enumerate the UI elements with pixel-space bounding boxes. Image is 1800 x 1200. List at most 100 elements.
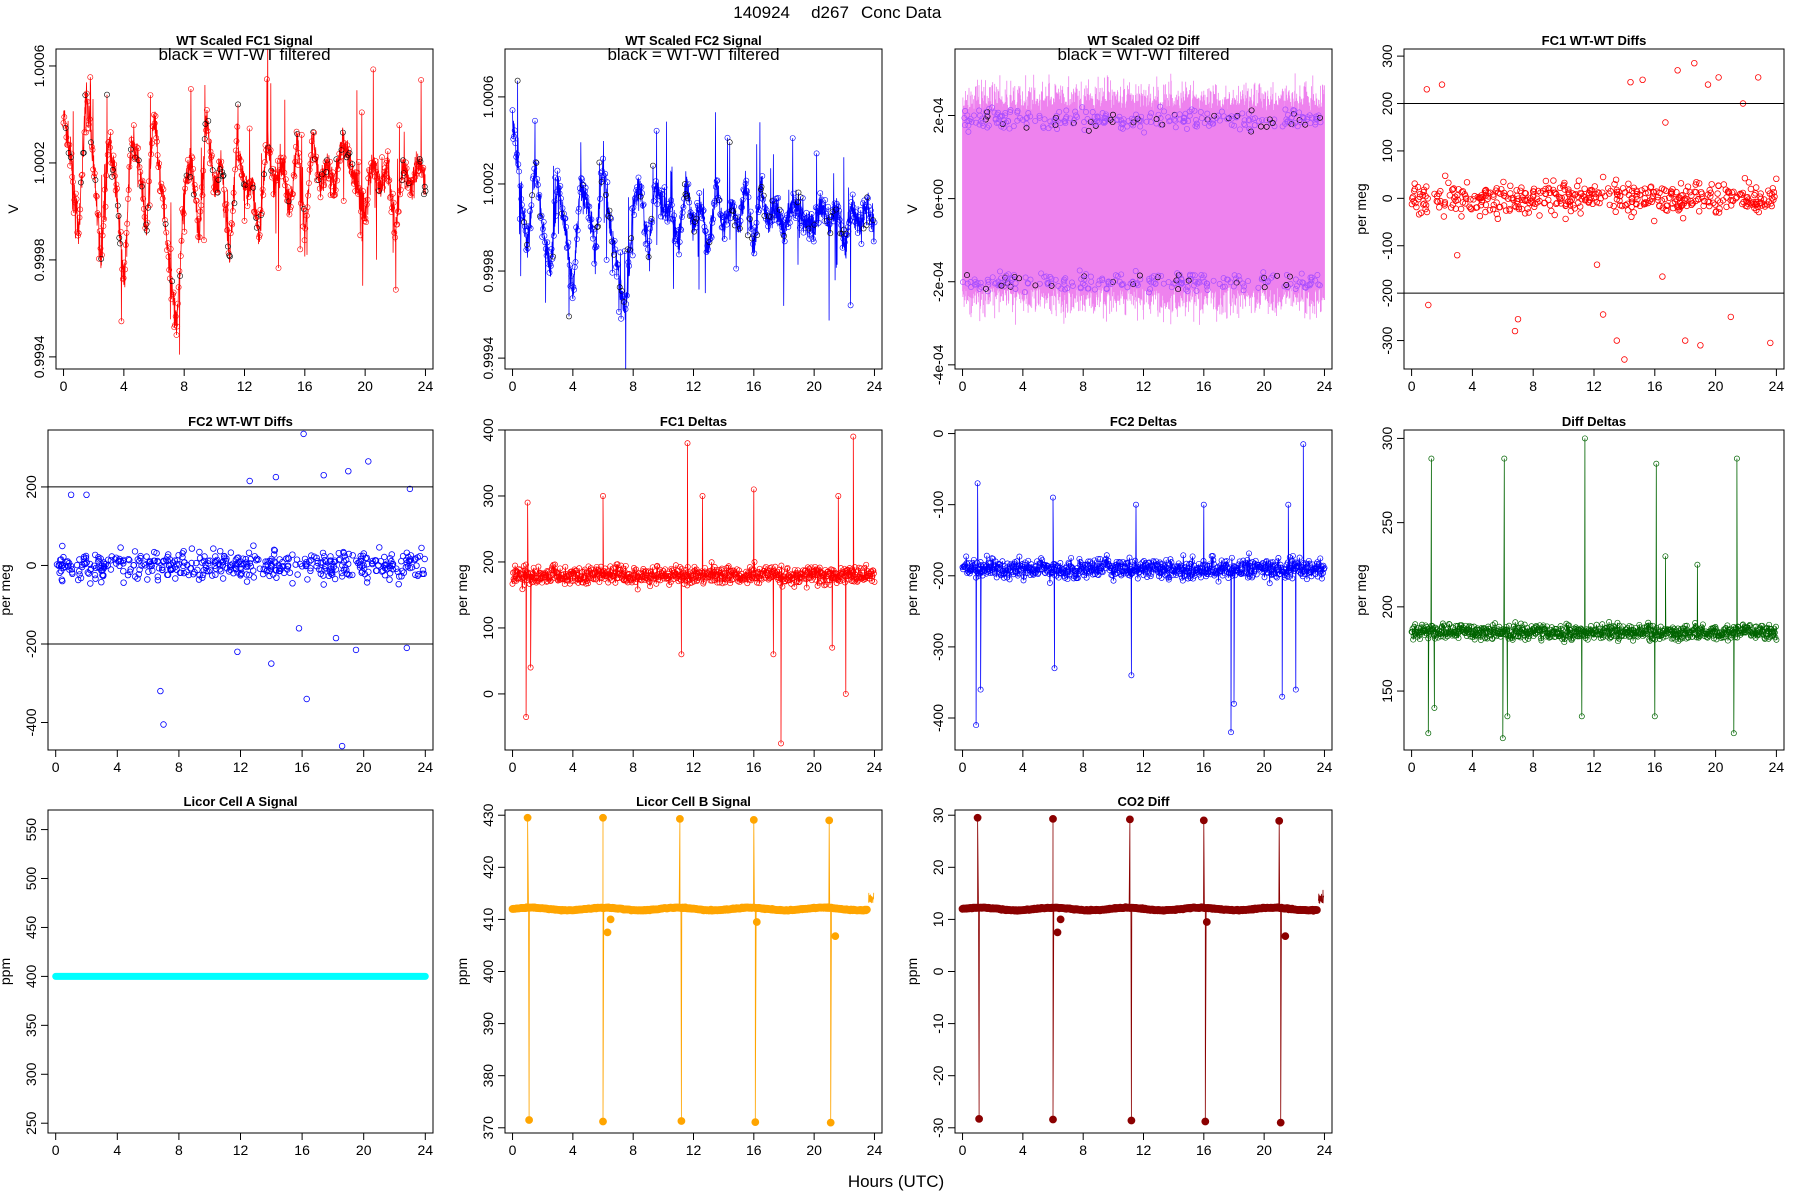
data-point bbox=[519, 201, 525, 208]
data-point bbox=[646, 238, 653, 245]
data-point bbox=[760, 196, 766, 203]
data-point bbox=[777, 572, 784, 579]
x-tick-label: 0 bbox=[52, 1142, 60, 1158]
data-point bbox=[182, 177, 189, 184]
data-point bbox=[1752, 198, 1760, 206]
data-point bbox=[992, 115, 999, 122]
data-point bbox=[113, 181, 120, 188]
data-point bbox=[78, 179, 84, 186]
data-point bbox=[1172, 112, 1178, 119]
data-point bbox=[234, 123, 241, 130]
data-point bbox=[1512, 619, 1519, 626]
data-point bbox=[171, 557, 179, 564]
data-point bbox=[177, 253, 184, 259]
data-point bbox=[520, 207, 527, 214]
data-point bbox=[1282, 120, 1289, 127]
data-point bbox=[1036, 112, 1043, 119]
data-point bbox=[651, 183, 658, 190]
data-point bbox=[1614, 619, 1621, 626]
data-point bbox=[1746, 622, 1753, 628]
data-point bbox=[292, 143, 299, 150]
data-point bbox=[357, 232, 364, 239]
data-point bbox=[1612, 208, 1619, 215]
data-point bbox=[326, 158, 333, 165]
data-point bbox=[395, 581, 402, 588]
data-point bbox=[402, 159, 409, 166]
data-point bbox=[143, 227, 150, 234]
data-point bbox=[1198, 115, 1205, 122]
data-point bbox=[72, 190, 79, 197]
data-point bbox=[733, 574, 740, 581]
data-point bbox=[240, 175, 246, 182]
data-point bbox=[1175, 286, 1182, 293]
data-point bbox=[649, 219, 656, 225]
x-tick-label: 12 bbox=[233, 1142, 249, 1158]
data-point bbox=[302, 225, 309, 232]
data-point bbox=[154, 573, 161, 580]
data-point bbox=[1046, 579, 1053, 586]
data-point bbox=[1732, 195, 1739, 202]
data-point bbox=[553, 212, 559, 219]
data-point bbox=[313, 153, 320, 160]
data-point bbox=[340, 566, 348, 573]
data-point bbox=[1163, 556, 1170, 563]
data-point bbox=[1768, 202, 1775, 210]
data-point bbox=[1241, 120, 1247, 127]
outlier-point bbox=[1438, 81, 1446, 88]
data-point bbox=[76, 556, 83, 563]
data-point bbox=[100, 223, 107, 229]
data-point bbox=[583, 580, 589, 587]
data-point bbox=[1243, 569, 1250, 575]
data-point bbox=[663, 575, 670, 582]
figure-title-date: 140924 bbox=[733, 3, 790, 22]
data-point bbox=[869, 219, 876, 226]
data-point bbox=[1288, 114, 1295, 121]
data-point bbox=[689, 574, 696, 581]
data-point bbox=[304, 204, 311, 211]
data-point bbox=[1165, 576, 1172, 583]
data-point bbox=[116, 234, 123, 241]
data-point bbox=[1239, 280, 1246, 287]
data-point bbox=[739, 197, 746, 203]
x-tick-label: 16 bbox=[746, 759, 762, 775]
data-point bbox=[544, 568, 551, 574]
data-point bbox=[659, 190, 666, 197]
data-point bbox=[776, 206, 783, 213]
data-point bbox=[824, 568, 831, 575]
data-point bbox=[420, 164, 427, 171]
data-point bbox=[854, 218, 860, 225]
data-point bbox=[1058, 285, 1065, 292]
data-point bbox=[278, 173, 285, 180]
data-point bbox=[1452, 197, 1459, 204]
data-point bbox=[1733, 455, 1740, 462]
data-point bbox=[870, 570, 877, 577]
data-point bbox=[713, 178, 720, 185]
data-point bbox=[1126, 554, 1133, 561]
data-point bbox=[248, 177, 254, 184]
data-point bbox=[346, 572, 353, 579]
y-tick-label: 100 bbox=[480, 616, 496, 640]
data-point bbox=[1430, 624, 1436, 631]
data-point bbox=[1283, 272, 1290, 278]
data-point bbox=[363, 219, 369, 225]
x-tick-label: 20 bbox=[806, 378, 822, 394]
data-point bbox=[963, 553, 970, 560]
data-point bbox=[654, 201, 661, 207]
data-point bbox=[819, 572, 826, 579]
data-point bbox=[1237, 570, 1244, 577]
data-point bbox=[966, 118, 973, 124]
y-tick-label: 200 bbox=[23, 475, 39, 499]
data-point bbox=[987, 570, 994, 576]
data-point bbox=[1721, 634, 1728, 641]
data-point bbox=[1409, 193, 1417, 201]
outlier-point bbox=[303, 695, 310, 703]
outlier-point bbox=[1613, 337, 1620, 344]
data-point bbox=[828, 213, 834, 220]
data-point bbox=[706, 571, 712, 578]
data-point bbox=[356, 185, 363, 192]
data-point bbox=[1032, 282, 1039, 289]
data-point bbox=[1307, 568, 1313, 575]
data-point bbox=[211, 171, 218, 178]
data-point bbox=[1204, 110, 1211, 117]
data-point bbox=[96, 255, 102, 262]
